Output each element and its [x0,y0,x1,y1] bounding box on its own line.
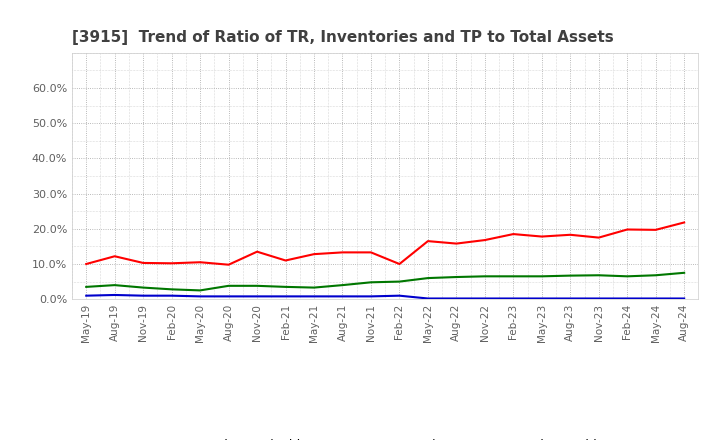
Trade Payables [338,282,347,288]
Trade Payables [253,283,261,289]
Trade Payables [167,287,176,292]
Legend: Trade Receivables, Inventories, Trade Payables: Trade Receivables, Inventories, Trade Pa… [155,433,616,440]
Trade Payables [566,273,575,278]
Trade Receivables [282,258,290,263]
Inventories [423,296,432,301]
Inventories [537,296,546,301]
Trade Payables [395,279,404,284]
Trade Payables [423,275,432,281]
Inventories [566,296,575,301]
Trade Receivables [110,253,119,259]
Text: [3915]  Trend of Ratio of TR, Inventories and TP to Total Assets: [3915] Trend of Ratio of TR, Inventories… [72,29,613,45]
Trade Receivables [366,250,375,255]
Trade Receivables [253,249,261,254]
Trade Receivables [566,232,575,238]
Inventories [480,296,489,301]
Trade Receivables [225,262,233,268]
Trade Receivables [423,238,432,244]
Inventories [253,294,261,299]
Trade Payables [537,274,546,279]
Inventories [452,296,461,301]
Trade Receivables [537,234,546,239]
Inventories [282,294,290,299]
Trade Payables [680,270,688,275]
Line: Inventories: Inventories [86,295,684,298]
Trade Payables [509,274,518,279]
Inventories [366,294,375,299]
Trade Payables [82,284,91,290]
Trade Payables [225,283,233,289]
Trade Payables [623,274,631,279]
Trade Payables [310,285,318,290]
Line: Trade Receivables: Trade Receivables [86,223,684,265]
Inventories [652,296,660,301]
Trade Payables [139,285,148,290]
Trade Payables [480,274,489,279]
Inventories [196,294,204,299]
Trade Receivables [509,231,518,237]
Trade Receivables [338,250,347,255]
Trade Payables [110,282,119,288]
Trade Payables [652,273,660,278]
Inventories [595,296,603,301]
Inventories [509,296,518,301]
Line: Trade Payables: Trade Payables [86,273,684,290]
Trade Receivables [480,238,489,243]
Trade Receivables [652,227,660,232]
Inventories [139,293,148,298]
Trade Payables [595,273,603,278]
Trade Receivables [139,260,148,266]
Inventories [623,296,631,301]
Trade Payables [196,288,204,293]
Trade Receivables [395,261,404,267]
Trade Receivables [680,220,688,225]
Trade Receivables [82,261,91,267]
Inventories [167,293,176,298]
Inventories [110,292,119,297]
Inventories [225,294,233,299]
Inventories [395,293,404,298]
Trade Receivables [623,227,631,232]
Trade Receivables [310,252,318,257]
Inventories [338,294,347,299]
Trade Receivables [167,260,176,266]
Trade Receivables [196,260,204,265]
Inventories [310,294,318,299]
Trade Payables [452,275,461,280]
Inventories [82,293,91,298]
Trade Payables [282,284,290,290]
Trade Receivables [595,235,603,240]
Inventories [680,296,688,301]
Trade Receivables [452,241,461,246]
Trade Payables [366,280,375,285]
